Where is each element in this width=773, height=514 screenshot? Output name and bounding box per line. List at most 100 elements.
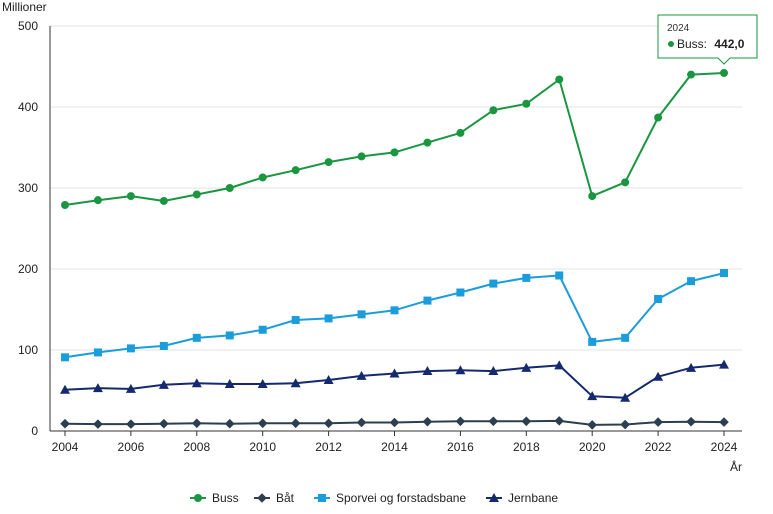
data-point[interactable] [191,378,202,388]
data-point[interactable] [423,138,432,147]
data-point[interactable] [587,391,598,401]
data-point[interactable] [258,325,267,334]
data-point[interactable] [456,128,465,137]
data-point[interactable] [159,341,168,350]
data-point[interactable] [92,383,103,393]
data-point[interactable] [126,192,135,201]
data-point[interactable] [357,310,366,319]
legend-item[interactable]: Jernbane [486,491,558,505]
data-point[interactable] [291,166,300,175]
data-point[interactable] [291,316,300,325]
legend-label: Båt [276,491,295,505]
data-point[interactable] [192,418,202,429]
legend-item[interactable]: Sporvei og forstadsbane [314,491,466,505]
data-point[interactable] [290,378,301,388]
data-point[interactable] [225,331,234,340]
data-point[interactable] [522,99,531,108]
data-point[interactable] [455,416,466,427]
data-point[interactable] [554,416,565,426]
data-point[interactable] [390,306,399,315]
data-point[interactable] [93,196,102,205]
y-tick-label: 300 [18,181,38,195]
data-point[interactable] [456,288,465,297]
data-point[interactable] [422,366,433,376]
data-point[interactable] [522,273,531,282]
data-point[interactable] [422,416,433,427]
data-point[interactable] [653,417,663,427]
data-point[interactable] [323,418,334,429]
y-tick-label: 500 [18,19,38,33]
y-tick-label: 400 [18,100,38,114]
data-point[interactable] [488,366,499,376]
data-point[interactable] [521,362,532,372]
data-point[interactable] [93,348,102,357]
data-point[interactable] [159,196,168,205]
data-point[interactable] [489,106,498,115]
data-point[interactable] [356,370,367,380]
data-point[interactable] [653,371,664,381]
legend-item[interactable]: Buss [190,491,239,505]
data-point[interactable] [489,279,498,288]
data-point[interactable] [126,344,135,353]
data-point[interactable] [554,360,565,370]
data-point[interactable] [588,337,597,346]
data-point[interactable] [455,365,466,375]
data-point[interactable] [258,173,267,182]
data-point[interactable] [488,416,499,427]
data-point[interactable] [257,379,268,389]
data-point[interactable] [621,333,630,342]
data-point[interactable] [621,178,630,187]
x-axis-ticks: 2004 2006 2008 2010 2012 2014 2016 2018 2020 2022… [52,431,738,454]
tooltip-label: Buss: [677,37,707,51]
data-point[interactable] [555,271,564,280]
x-tick-label: 2022 [645,440,672,454]
data-point[interactable] [654,113,663,122]
data-point[interactable] [720,68,728,77]
data-point[interactable] [60,384,70,394]
data-point[interactable] [389,368,400,378]
data-point[interactable] [60,418,70,429]
data-point[interactable] [686,362,697,372]
data-point[interactable] [686,416,696,427]
data-point[interactable] [423,296,432,305]
data-point[interactable] [390,148,399,157]
data-point[interactable] [620,419,630,430]
data-point[interactable] [555,75,564,84]
data-point[interactable] [125,383,136,393]
data-point[interactable] [225,184,234,192]
data-point[interactable] [719,417,729,427]
data-point[interactable] [224,379,235,389]
tooltip-text: Buss: 442,0 [677,37,745,51]
data-point[interactable] [224,418,235,429]
data-point[interactable] [654,294,663,303]
data-point[interactable] [620,392,631,402]
data-point[interactable] [93,419,103,429]
data-point[interactable] [389,417,400,428]
data-point[interactable] [126,419,136,429]
tooltip-marker-icon [668,41,674,47]
data-point[interactable] [192,333,201,342]
data-point[interactable] [687,70,696,79]
data-point[interactable] [357,152,366,161]
data-point[interactable] [257,418,268,429]
data-point[interactable] [356,417,367,428]
legend-item[interactable]: Båt [254,491,295,505]
data-point[interactable] [323,374,334,384]
data-point[interactable] [192,190,201,199]
data-point[interactable] [720,269,728,278]
data-point[interactable] [324,158,333,167]
data-point[interactable] [521,416,532,427]
data-point[interactable] [719,359,729,369]
data-point[interactable] [290,418,301,429]
data-point[interactable] [159,418,169,429]
data-point[interactable] [687,277,696,286]
data-point[interactable] [61,353,69,362]
legend-marker-icon [318,494,326,502]
data-point[interactable] [158,379,169,389]
data-point[interactable] [324,314,333,323]
data-point[interactable] [61,201,69,210]
data-point[interactable] [587,420,597,430]
x-tick-label: 2020 [579,440,606,454]
data-point[interactable] [588,192,597,201]
x-tick-label: 2012 [315,440,342,454]
